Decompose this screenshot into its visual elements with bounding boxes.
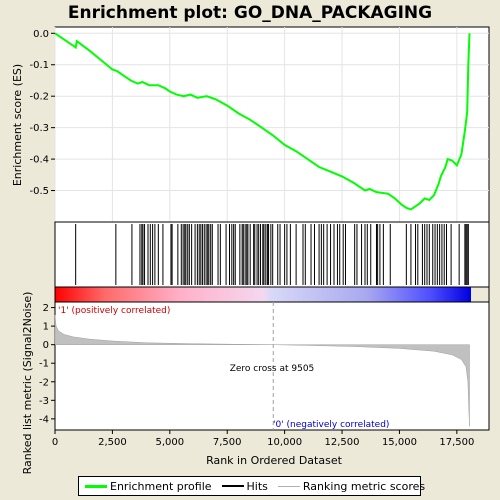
zero-cross-label: Zero cross at 9505 — [230, 364, 315, 374]
legend-swatch-metric — [277, 485, 300, 487]
rank-color-bar — [55, 287, 471, 302]
es-y-axis-label: Enrichment score (ES) — [11, 64, 24, 186]
es-y-tick-label: -0.4 — [29, 155, 49, 166]
legend-label-metric: Ranking metric scores — [302, 479, 426, 493]
ranking-metric-area — [54, 314, 470, 427]
metric-y-tick-label: -1 — [39, 359, 49, 370]
x-axis-label: Rank in Ordered Dataset — [206, 454, 343, 467]
x-tick-label: 10,000 — [267, 437, 302, 448]
x-tick-label: 17,500 — [439, 437, 474, 448]
legend: Enrichment profile Hits Ranking metric s… — [78, 476, 425, 496]
legend-swatch-enrichment — [85, 484, 107, 488]
chart-title: Enrichment plot: GO_DNA_PACKAGING — [68, 3, 432, 23]
legend-swatch-hits — [221, 485, 244, 487]
positive-correlated-label: '1' (positively correlated) — [58, 306, 170, 316]
legend-item-metric: Ranking metric scores — [277, 479, 426, 493]
metric-y-tick-label: -3 — [39, 396, 49, 407]
hits-panel — [54, 221, 490, 288]
legend-label-enrichment: Enrichment profile — [110, 479, 212, 493]
metric-y-tick-label: 2 — [43, 303, 49, 314]
es-y-tick-label: -0.5 — [29, 186, 49, 197]
metric-y-tick-label: 1 — [43, 322, 49, 333]
es-y-tick-label: -0.3 — [29, 123, 49, 134]
es-y-ticks: 0.0 -0.1 -0.2 -0.3 -0.4 -0.5 — [29, 29, 55, 197]
metric-y-axis-label: Ranked list metric (Signal2Noise) — [21, 292, 34, 475]
negative-correlated-label: '0' (negatively correlated) — [273, 420, 389, 430]
x-tick-label: 2,500 — [98, 437, 127, 448]
es-gridlines — [54, 27, 489, 222]
legend-item-hits: Hits — [221, 479, 268, 493]
es-y-tick-label: -0.2 — [29, 92, 49, 103]
hit-markers — [75, 224, 469, 285]
x-tick-label: 12,500 — [325, 437, 360, 448]
es-y-tick-label: -0.1 — [29, 60, 49, 71]
x-axis-ticks: 0 2,500 5,000 7,500 10,000 12,500 15,000 17,500 — [52, 430, 474, 448]
x-tick-label: 0 — [52, 437, 58, 448]
x-tick-label: 15,000 — [382, 437, 417, 448]
metric-panel — [54, 301, 490, 431]
metric-y-ticks: 2 1 0 -1 -2 -3 -4 — [39, 303, 55, 425]
metric-y-tick-label: -2 — [39, 377, 49, 388]
x-tick-label: 7,500 — [213, 437, 242, 448]
x-tick-label: 5,000 — [155, 437, 184, 448]
es-panel — [54, 26, 490, 223]
legend-item-enrichment: Enrichment profile — [85, 480, 212, 493]
metric-y-tick-label: 0 — [43, 340, 49, 351]
metric-y-tick-label: -4 — [39, 414, 49, 425]
enrichment-profile-line — [54, 32, 471, 211]
legend-label-hits: Hits — [246, 479, 268, 493]
es-y-tick-label: 0.0 — [33, 29, 49, 40]
